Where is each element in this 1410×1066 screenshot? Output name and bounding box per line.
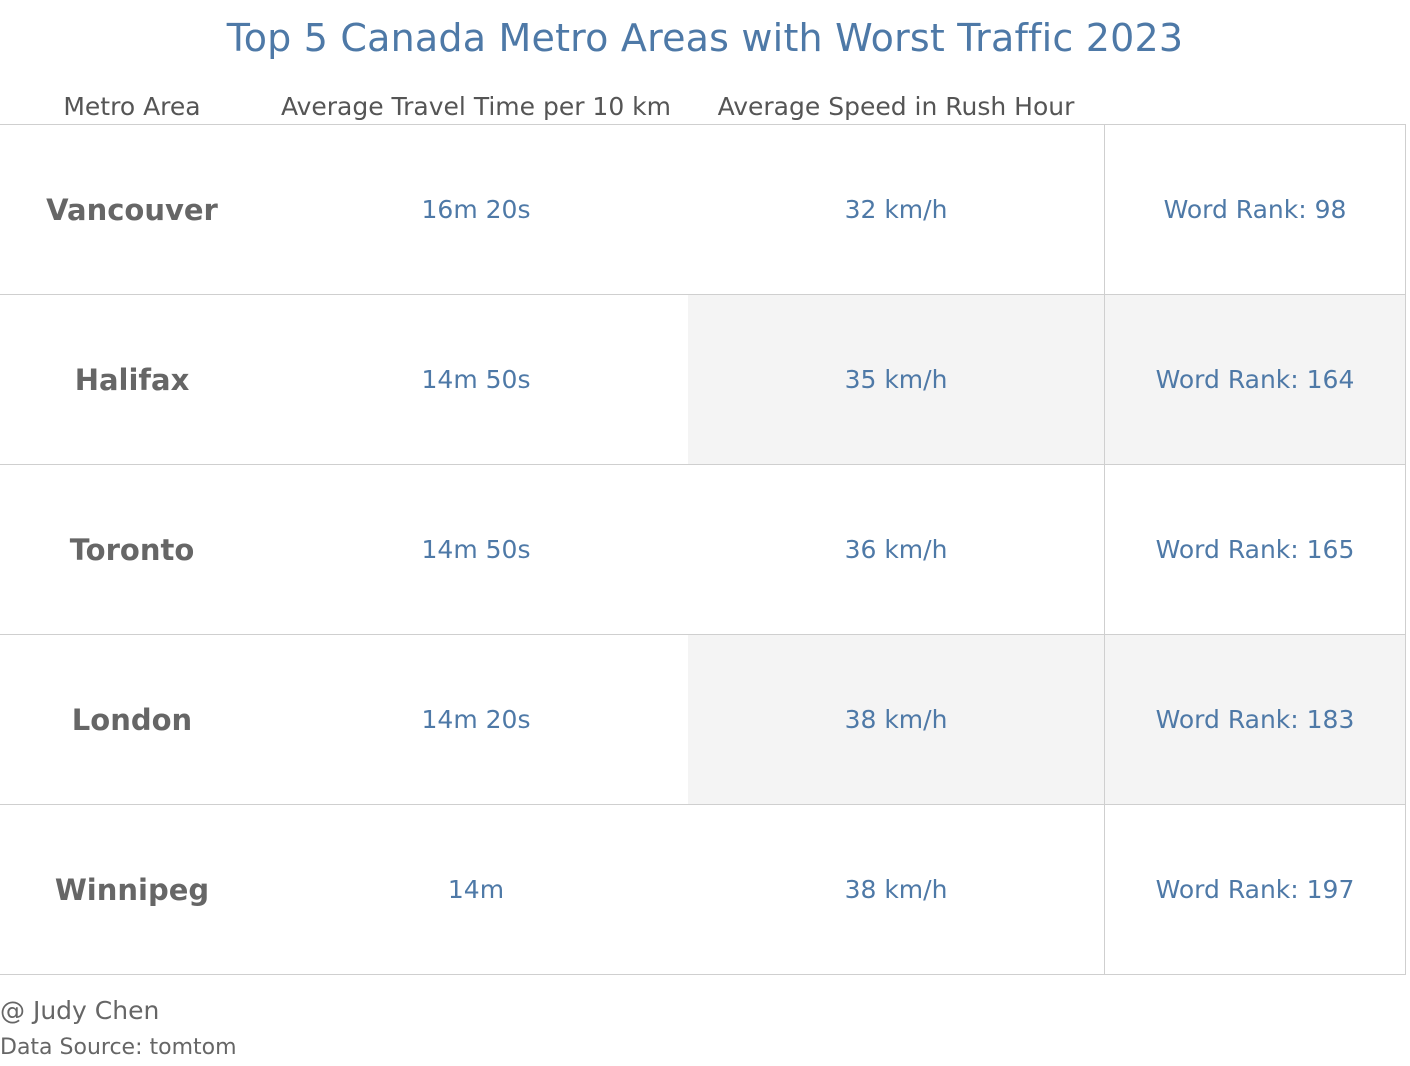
travel-time-cell: 14m [447, 875, 505, 904]
speed-cell: 35 km/h [688, 295, 1104, 464]
table-row: Halifax 14m 50s 35 km/h Word Rank: 164 [0, 294, 1406, 464]
metro-cell: London [71, 702, 193, 737]
table-row: London 14m 20s 38 km/h Word Rank: 183 [0, 634, 1406, 804]
metro-cell: Winnipeg [54, 872, 210, 907]
header-metro-area: Metro Area [63, 92, 201, 121]
travel-time-cell: 14m 50s [421, 535, 531, 564]
speed-cell: 32 km/h [844, 195, 948, 224]
table-row: Vancouver 16m 20s 32 km/h Word Rank: 98 [0, 124, 1406, 294]
metro-cell: Toronto [69, 532, 195, 567]
header-travel-time: Average Travel Time per 10 km [280, 92, 672, 121]
chart-title: Top 5 Canada Metro Areas with Worst Traf… [226, 16, 1184, 60]
travel-time-cell: 14m 50s [421, 365, 531, 394]
data-source-note: Data Source: tomtom [0, 1035, 237, 1060]
rank-cell: Word Rank: 164 [1104, 295, 1406, 464]
metro-cell: Vancouver [46, 192, 218, 227]
table-row: Toronto 14m 50s 36 km/h Word Rank: 165 [0, 464, 1406, 634]
traffic-table: Vancouver 16m 20s 32 km/h Word Rank: 98 … [0, 124, 1406, 975]
rank-cell: Word Rank: 197 [1104, 805, 1406, 974]
speed-cell: 38 km/h [688, 635, 1104, 804]
travel-time-cell: 14m 20s [421, 705, 531, 734]
speed-cell: 36 km/h [844, 535, 948, 564]
rank-cell: Word Rank: 98 [1104, 125, 1406, 294]
speed-cell: 38 km/h [844, 875, 948, 904]
rank-cell: Word Rank: 165 [1104, 465, 1406, 634]
table-row: Winnipeg 14m 38 km/h Word Rank: 197 [0, 804, 1406, 975]
header-rush-hour-speed: Average Speed in Rush Hour [717, 92, 1075, 121]
author-credit: @ Judy Chen [0, 996, 160, 1025]
rank-cell: Word Rank: 183 [1104, 635, 1406, 804]
travel-time-cell: 16m 20s [421, 195, 531, 224]
metro-cell: Halifax [74, 362, 190, 397]
